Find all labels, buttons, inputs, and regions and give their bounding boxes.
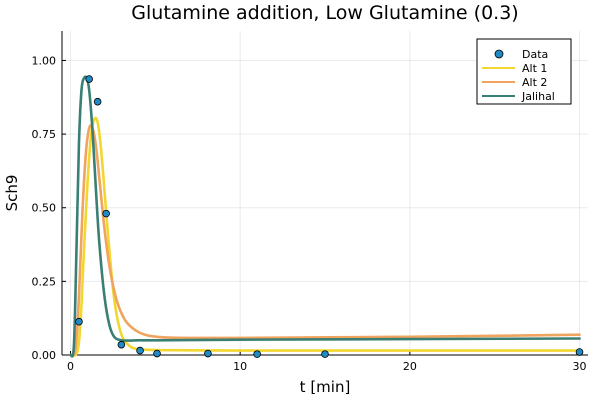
data-point	[102, 209, 110, 218]
data-point	[93, 97, 102, 106]
y-tick-label: 1.00	[32, 54, 57, 67]
data-point	[75, 317, 83, 326]
data-point	[85, 75, 93, 83]
y-tick-label: 0.25	[32, 275, 57, 288]
chart-title: Glutamine addition, Low Glutamine (0.3)	[131, 2, 518, 24]
legend-marker	[494, 49, 504, 59]
scatter-points	[75, 75, 584, 358]
data-point	[117, 340, 126, 349]
data-point	[321, 350, 329, 358]
data-point	[204, 349, 212, 358]
legend-label: Alt 2	[522, 76, 547, 89]
series-lines	[69, 75, 581, 358]
series-line-alt-2	[69, 124, 581, 357]
y-tick-label: 0.00	[32, 349, 57, 362]
x-tick-label: 20	[403, 360, 417, 373]
legend-label: Alt 1	[522, 62, 547, 75]
data-point	[136, 346, 144, 355]
x-tick-label: 10	[233, 360, 247, 373]
legend-label: Jalihal	[521, 90, 555, 103]
x-tick-label: 0	[67, 360, 74, 373]
data-point	[153, 349, 161, 358]
y-tick-label: 0.50	[32, 202, 57, 215]
x-tick-label: 30	[573, 360, 587, 373]
x-axis-label: t [min]	[300, 378, 351, 396]
data-point	[253, 350, 261, 358]
series-line-jalihal	[69, 75, 581, 358]
y-axis-label: Sch9	[3, 175, 21, 212]
y-tick-label: 0.75	[32, 128, 57, 141]
legend-box	[476, 38, 572, 105]
series-line-alt-1	[69, 116, 581, 357]
legend-label: Data	[522, 48, 548, 61]
data-point	[575, 348, 584, 356]
y-ticks: 0.00 0.25 0.50 0.75 1.00	[32, 54, 66, 362]
